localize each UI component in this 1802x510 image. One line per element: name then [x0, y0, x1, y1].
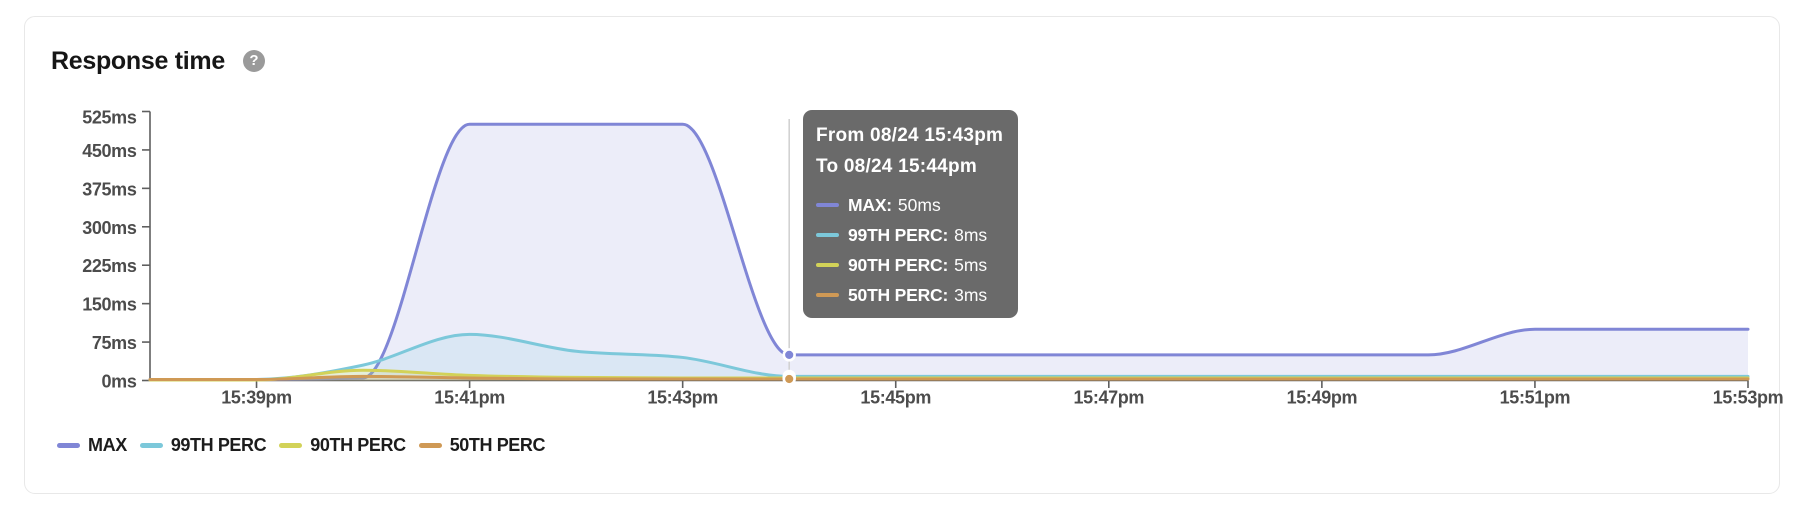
tooltip-to: To 08/24 15:44pm — [816, 156, 978, 177]
hover-dot-50th-perc — [782, 372, 796, 386]
x-tick-label: 15:51pm — [1500, 388, 1571, 408]
y-tick-label: 225ms — [82, 256, 137, 276]
y-tick-label: 525ms — [82, 108, 137, 128]
tooltip-swatch — [816, 262, 839, 268]
legend-swatch — [418, 443, 442, 448]
chart-series — [148, 122, 1750, 382]
legend-swatch — [139, 443, 163, 448]
chart-title: Response time — [51, 47, 225, 75]
x-tick-label: 15:49pm — [1287, 388, 1358, 408]
chart-tooltip: From 08/24 15:43pm To 08/24 15:44pm MAX:… — [803, 110, 1018, 318]
tooltip-series-label: 99TH PERC: — [848, 224, 949, 245]
y-tick-label: 300ms — [82, 218, 137, 238]
y-tick-label: 75ms — [92, 333, 137, 353]
hover-dots — [782, 348, 796, 386]
x-tick-label: 15:53pm — [1713, 388, 1784, 408]
tooltip-series-value: 8ms — [954, 224, 988, 245]
tooltip-series-value: 50ms — [897, 194, 941, 215]
tooltip-series-value: 3ms — [954, 284, 988, 305]
legend-swatch — [279, 443, 303, 448]
legend-swatch — [57, 443, 80, 448]
legend-label: 90TH PERC — [310, 435, 406, 455]
series-line-max — [148, 122, 1750, 381]
tooltip-swatch — [816, 232, 839, 238]
x-tick-label: 15:41pm — [434, 388, 505, 408]
help-icon-glyph: ? — [249, 52, 259, 69]
tooltip-series-label: MAX: — [848, 194, 892, 215]
legend-item-max[interactable]: MAX — [57, 435, 127, 456]
x-tick-label: 15:47pm — [1074, 388, 1145, 408]
tooltip-series-value: 5ms — [954, 254, 988, 275]
chart-tick-labels: 0ms 75ms 150ms 225ms 300ms 375ms 450ms 525ms 15:… — [82, 108, 1783, 408]
tooltip-row: MAX: 50ms — [816, 190, 1006, 220]
help-icon[interactable]: ? — [243, 50, 265, 72]
tooltip-swatch — [816, 292, 839, 298]
series-area-99th-perc — [150, 334, 1748, 381]
chart-axes — [142, 110, 1749, 388]
y-tick-label: 450ms — [82, 141, 137, 161]
x-tick-label: 15:39pm — [221, 388, 292, 408]
x-tick-label: 15:43pm — [647, 388, 718, 408]
legend-item-90th-perc[interactable]: 90TH PERC — [279, 435, 406, 456]
series-line-99th-perc — [148, 332, 1750, 382]
chart-legend: MAX 99TH PERC 90TH PERC 50TH PERC — [57, 435, 558, 456]
tooltip-rows: MAX: 50ms 99TH PERC: 8ms 90TH PERC: 5ms 50TH P… — [816, 190, 1006, 310]
tooltip-row: 99TH PERC: 8ms — [816, 220, 1006, 250]
tooltip-from: From 08/24 15:43pm — [816, 125, 1004, 146]
legend-label: 99TH PERC — [170, 435, 267, 455]
tooltip-row: 90TH PERC: 5ms — [816, 250, 1006, 280]
legend-item-99th-perc[interactable]: 99TH PERC — [139, 435, 267, 456]
y-tick-label: 375ms — [82, 179, 137, 199]
series-line-50th-perc — [148, 374, 1750, 381]
y-tick-label: 0ms — [102, 372, 137, 392]
tooltip-series-label: 50TH PERC: — [848, 284, 949, 305]
y-tick-label: 150ms — [82, 295, 137, 315]
legend-label: 50TH PERC — [449, 435, 546, 455]
tooltip-row: 50TH PERC: 3ms — [816, 280, 1006, 310]
hover-dot-max — [782, 348, 796, 362]
legend-item-50th-perc[interactable]: 50TH PERC — [418, 435, 546, 456]
series-area-max — [150, 124, 1748, 381]
legend-label: MAX — [88, 435, 127, 455]
tooltip-swatch — [816, 202, 839, 208]
tooltip-series-label: 90TH PERC: — [848, 254, 949, 275]
x-tick-label: 15:45pm — [860, 388, 931, 408]
